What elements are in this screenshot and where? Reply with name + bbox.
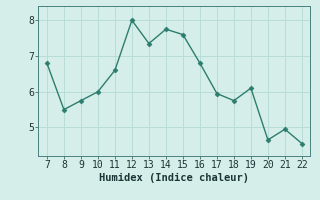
X-axis label: Humidex (Indice chaleur): Humidex (Indice chaleur) xyxy=(100,173,249,183)
